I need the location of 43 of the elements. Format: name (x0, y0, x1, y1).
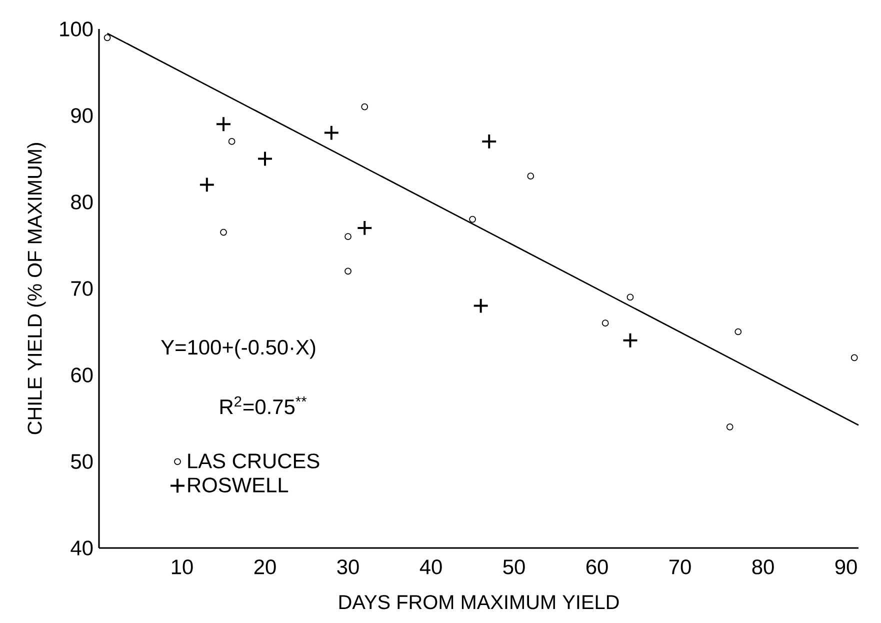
point (527, 172, 534, 180)
point (228, 138, 236, 145)
point (323, 124, 340, 141)
y-axis-title: CHILE YIELD (% OF MAXIMUM) (27, 143, 46, 434)
y-tick-label: 60 (71, 368, 93, 382)
y-tick-label: 100 (60, 22, 93, 36)
point (726, 423, 734, 430)
point (472, 298, 489, 314)
x-tick-label: 40 (420, 559, 442, 574)
point (469, 216, 476, 223)
point (626, 294, 634, 301)
x-tick-label: 90 (835, 559, 857, 574)
x-tick-label: 30 (337, 559, 359, 574)
point (602, 320, 609, 327)
point (734, 328, 742, 336)
x-tick-label: 70 (669, 559, 691, 574)
x-tick-label: 60 (586, 559, 608, 574)
x-tick-label: 10 (172, 559, 193, 574)
point (361, 103, 368, 110)
point (257, 150, 273, 167)
x-axis-title: DAYS FROM MAXIMUM YIELD (339, 595, 619, 610)
point (481, 133, 498, 150)
y-tick-label: 40 (70, 540, 93, 556)
annotation: Y=100+(-0.50·X) (161, 339, 316, 359)
legend-label: LAS CRUCES (188, 454, 320, 468)
point (850, 354, 858, 362)
x-tick-label: 20 (254, 559, 276, 574)
point (104, 34, 111, 42)
x-tick-label: 50 (503, 559, 525, 574)
y-tick-label: 90 (71, 108, 93, 123)
annotation: R$^{2}$=0.75$^{**}$ (220, 396, 307, 414)
y-tick-label: 70 (71, 281, 93, 296)
point (344, 268, 352, 275)
point (216, 116, 232, 132)
y-tick-label: 50 (71, 454, 93, 469)
point (356, 220, 373, 236)
y-tick-label: 80 (71, 194, 93, 210)
point (344, 233, 352, 240)
point (198, 176, 215, 193)
point (220, 228, 227, 236)
x-tick-label: 80 (752, 559, 774, 574)
point (622, 332, 638, 348)
legend-label: ROSWELL (188, 478, 288, 492)
